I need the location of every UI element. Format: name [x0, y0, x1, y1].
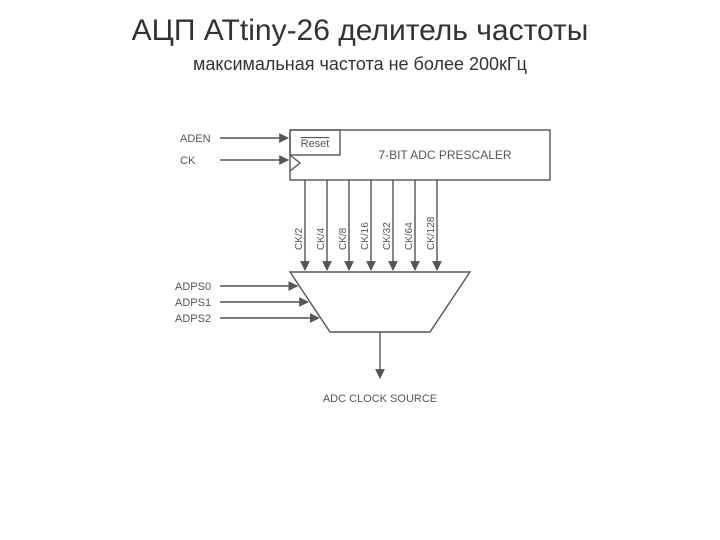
mux-select-label: ADPS1: [175, 297, 211, 309]
slide-subtitle: максимальная частота не более 200кГц: [0, 54, 720, 75]
block-diagram: Reset 7-BIT ADC PRESCALER ADEN CK CK/2 CK/4 CK…: [130, 110, 590, 470]
mux-select-label: ADPS2: [175, 313, 211, 325]
prescaler-input-label: CK: [180, 155, 196, 167]
prescaler-output-label: CK/16: [360, 222, 371, 250]
reset-label: Reset: [301, 138, 330, 150]
prescaler-output-label: CK/4: [316, 227, 327, 250]
slide-title: АЦП ATtiny-26 делитель частоты: [0, 14, 720, 48]
prescaler-output-label: CK/8: [338, 227, 349, 250]
prescaler-label: 7-BIT ADC PRESCALER: [378, 148, 511, 162]
mux-output-label: ADC CLOCK SOURCE: [323, 393, 437, 405]
prescaler-output-label: CK/64: [404, 222, 415, 250]
prescaler-output-label: CK/128: [426, 216, 437, 250]
prescaler-output-label: CK/2: [294, 227, 305, 250]
mux-select-label: ADPS0: [175, 281, 211, 293]
prescaler-output-label: CK/32: [382, 222, 393, 250]
mux-trapezoid: [290, 272, 470, 332]
prescaler-input-label: ADEN: [180, 133, 211, 145]
